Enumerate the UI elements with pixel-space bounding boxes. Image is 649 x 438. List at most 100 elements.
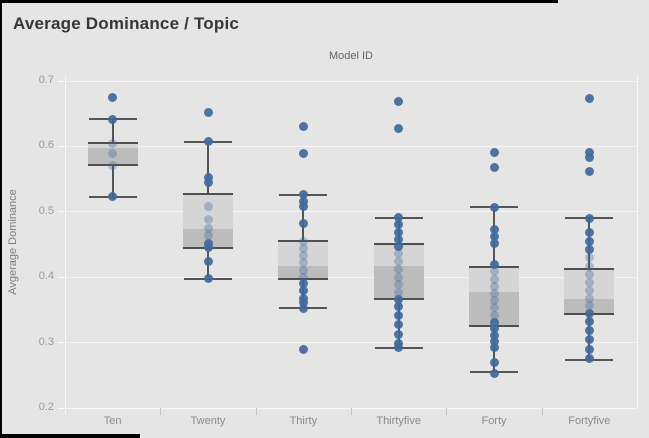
data-point[interactable] — [584, 270, 594, 280]
data-point[interactable] — [394, 249, 404, 259]
data-point[interactable] — [298, 298, 308, 308]
data-point[interactable] — [394, 343, 404, 353]
data-point[interactable] — [298, 304, 308, 314]
box-lower-half[interactable] — [183, 228, 233, 248]
data-point[interactable] — [108, 160, 118, 170]
data-point[interactable] — [298, 344, 308, 354]
data-point[interactable] — [298, 272, 308, 282]
data-point[interactable] — [584, 93, 594, 103]
data-point[interactable] — [203, 215, 213, 225]
box-lower-half[interactable] — [87, 148, 138, 165]
data-point[interactable] — [298, 149, 308, 159]
data-point[interactable] — [203, 172, 213, 182]
data-point[interactable] — [489, 267, 499, 277]
data-point[interactable] — [298, 121, 308, 131]
data-point[interactable] — [489, 368, 499, 378]
data-point[interactable] — [489, 343, 499, 353]
data-point[interactable] — [489, 281, 499, 291]
data-point[interactable] — [394, 279, 404, 289]
box-lower-half[interactable] — [373, 266, 424, 300]
data-point[interactable] — [489, 289, 499, 299]
data-point[interactable] — [584, 147, 594, 157]
data-point[interactable] — [298, 293, 308, 303]
data-point[interactable] — [203, 177, 213, 187]
data-point[interactable] — [584, 153, 594, 163]
data-point[interactable] — [489, 274, 499, 284]
data-point[interactable] — [108, 139, 118, 149]
data-point[interactable] — [298, 279, 308, 289]
data-point[interactable] — [394, 272, 404, 282]
box-lower-half[interactable] — [564, 298, 615, 314]
box-upper-half[interactable] — [564, 269, 615, 299]
data-point[interactable] — [584, 354, 594, 364]
data-point[interactable] — [584, 317, 594, 327]
data-point[interactable] — [298, 236, 308, 246]
data-point[interactable] — [584, 335, 594, 345]
data-point[interactable] — [489, 147, 499, 157]
data-point[interactable] — [108, 92, 118, 102]
data-point[interactable] — [298, 243, 308, 253]
data-point[interactable] — [203, 274, 213, 283]
box-upper-half[interactable] — [87, 143, 138, 149]
data-point[interactable] — [584, 213, 594, 223]
data-point[interactable] — [584, 253, 594, 263]
data-point[interactable] — [394, 311, 404, 321]
data-point[interactable] — [489, 260, 499, 270]
data-point[interactable] — [394, 241, 404, 251]
data-point[interactable] — [203, 238, 213, 248]
data-point[interactable] — [298, 189, 308, 199]
box-upper-half[interactable] — [183, 194, 233, 229]
data-point[interactable] — [584, 261, 594, 271]
data-point[interactable] — [108, 149, 118, 159]
data-point[interactable] — [394, 220, 404, 230]
data-point[interactable] — [203, 107, 213, 117]
data-point[interactable] — [203, 202, 213, 212]
data-point[interactable] — [584, 277, 594, 287]
data-point[interactable] — [584, 285, 594, 295]
data-point[interactable] — [489, 202, 499, 212]
data-point[interactable] — [394, 124, 404, 134]
data-point[interactable] — [489, 324, 499, 334]
data-point[interactable] — [298, 265, 308, 275]
data-point[interactable] — [489, 162, 499, 172]
data-point[interactable] — [584, 236, 594, 246]
data-point[interactable] — [394, 264, 404, 274]
data-point[interactable] — [489, 317, 499, 327]
data-point[interactable] — [584, 326, 594, 336]
data-point[interactable] — [584, 245, 594, 255]
data-point[interactable] — [394, 235, 404, 245]
data-point[interactable] — [108, 115, 118, 125]
data-point[interactable] — [394, 320, 404, 330]
data-point[interactable] — [394, 96, 404, 106]
data-point[interactable] — [584, 301, 594, 311]
data-point[interactable] — [394, 213, 404, 223]
data-point[interactable] — [298, 196, 308, 206]
data-point[interactable] — [489, 337, 499, 347]
data-point[interactable] — [584, 167, 594, 177]
data-point[interactable] — [394, 329, 404, 339]
data-point[interactable] — [203, 231, 213, 241]
data-point[interactable] — [584, 293, 594, 303]
box-lower-half[interactable] — [278, 266, 329, 280]
data-point[interactable] — [489, 232, 499, 242]
data-point[interactable] — [394, 287, 404, 297]
data-point[interactable] — [203, 243, 213, 253]
data-point[interactable] — [394, 257, 404, 266]
data-point[interactable] — [489, 238, 499, 248]
data-point[interactable] — [394, 294, 404, 304]
data-point[interactable] — [394, 338, 404, 348]
data-point[interactable] — [108, 192, 118, 202]
data-point[interactable] — [298, 251, 308, 261]
data-point[interactable] — [584, 309, 594, 319]
data-point[interactable] — [298, 258, 308, 268]
data-point[interactable] — [394, 227, 404, 237]
box-upper-half[interactable] — [469, 266, 519, 293]
data-point[interactable] — [489, 357, 499, 367]
data-point[interactable] — [203, 257, 213, 266]
data-point[interactable] — [489, 296, 499, 306]
data-point[interactable] — [489, 310, 499, 320]
data-point[interactable] — [394, 302, 404, 312]
data-point[interactable] — [489, 224, 499, 234]
data-point[interactable] — [298, 202, 308, 212]
data-point[interactable] — [584, 344, 594, 354]
